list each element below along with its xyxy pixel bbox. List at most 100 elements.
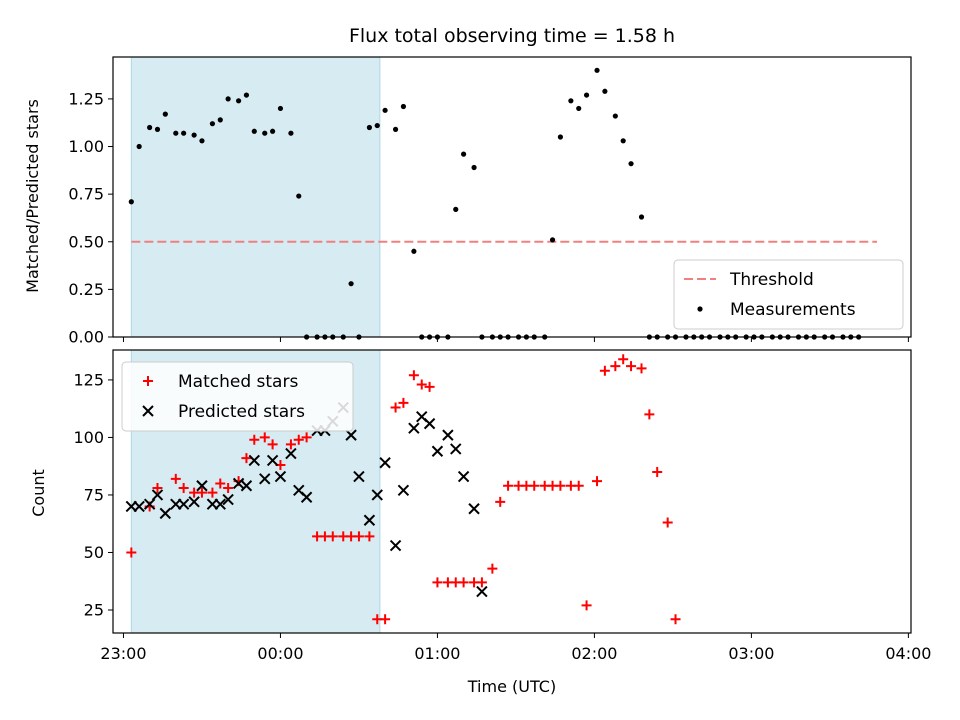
matched-stars-point xyxy=(259,432,270,443)
bot-y-tick-label: 25 xyxy=(84,600,104,619)
predicted-stars-point xyxy=(214,498,226,510)
predicted-stars-point xyxy=(143,498,156,510)
measurement-point xyxy=(568,98,574,104)
matched-stars-point xyxy=(503,480,514,491)
bottom-y-axis-label: Count xyxy=(29,469,48,517)
measurement-point xyxy=(199,138,205,144)
matched-stars-point xyxy=(626,361,637,372)
measurement-point xyxy=(557,134,564,140)
measurement-point xyxy=(251,128,257,134)
measurement-point xyxy=(382,107,388,113)
predicted-stars-point xyxy=(476,585,488,598)
legend-entry-label: Matched stars xyxy=(178,372,298,392)
measurement-point xyxy=(628,161,634,167)
predicted-stars-point xyxy=(371,489,383,501)
predicted-stars-point xyxy=(389,539,402,552)
matched-stars-point xyxy=(573,480,584,491)
bot-axes-frame xyxy=(112,349,912,634)
predicted-stars-point xyxy=(408,422,420,434)
matched-stars-point xyxy=(432,577,443,588)
measurement-point xyxy=(181,130,187,136)
predicted-stars-point xyxy=(397,484,410,497)
legend-entry-label: Measurements xyxy=(730,300,856,320)
matched-stars-point xyxy=(652,466,663,477)
measurement-point xyxy=(453,206,459,212)
matched-stars-point xyxy=(380,614,391,625)
matched-stars-point xyxy=(267,439,278,450)
legend-measurement-symbol xyxy=(697,306,703,312)
matched-stars-point xyxy=(178,483,189,494)
predicted-stars-point xyxy=(450,443,462,455)
legend-entry-label: Threshold xyxy=(729,270,814,290)
measurement-point xyxy=(583,92,590,98)
matched-stars-point xyxy=(495,496,506,507)
bot-y-tick-label: 75 xyxy=(84,485,104,504)
matched-stars-point xyxy=(599,365,610,376)
measurement-point xyxy=(594,67,600,73)
measurement-point xyxy=(411,248,417,254)
bottom-panel: 25 50 75 100 125 23:00 00:00 01:00 02:00 03:00 04:… xyxy=(73,349,931,663)
top-y-tick-label: 0.75 xyxy=(68,185,104,204)
matched-stars-point xyxy=(196,487,207,498)
measurement-point xyxy=(128,199,134,205)
matched-stars-point xyxy=(529,480,540,491)
matched-stars-point xyxy=(126,547,137,558)
measurement-point xyxy=(217,117,223,123)
measurement-point xyxy=(209,121,216,127)
measurement-point xyxy=(392,126,399,132)
x-tick-label: 04:00 xyxy=(885,644,931,663)
predicted-stars-point xyxy=(442,429,454,441)
matched-stars-point xyxy=(408,370,419,381)
predicted-stars-point xyxy=(240,480,253,492)
matched-stars-point xyxy=(249,434,260,445)
matched-stars-point xyxy=(327,531,338,542)
measurement-point xyxy=(549,237,556,243)
predicted-stars-point xyxy=(363,514,376,526)
matched-stars-point xyxy=(644,409,655,420)
matched-stars-point xyxy=(241,453,252,464)
matched-stars-point xyxy=(301,432,312,443)
predicted-stars-point xyxy=(457,470,470,483)
matched-stars-point xyxy=(170,473,181,484)
predicted-stars-point xyxy=(222,493,234,506)
measurement-point xyxy=(225,96,231,102)
predicted-stars-point xyxy=(133,500,145,513)
matched-stars-point xyxy=(618,354,629,365)
x-tick-label: 23:00 xyxy=(100,644,146,663)
top-y-axis-label: Matched/Predicted stars xyxy=(23,99,42,293)
measurement-point xyxy=(366,124,373,131)
measurement-point xyxy=(374,122,380,129)
matched-stars-point xyxy=(487,563,498,574)
matched-stars-point xyxy=(223,483,234,494)
measurement-point xyxy=(235,98,242,104)
measurement-point xyxy=(612,113,618,119)
bottom-legend xyxy=(121,361,354,432)
matched-stars-point xyxy=(476,577,487,588)
top-y-tick-label: 0.00 xyxy=(68,328,104,347)
measurement-point xyxy=(460,151,467,157)
x-tick-label: 02:00 xyxy=(571,644,617,663)
predicted-stars-point xyxy=(274,470,287,483)
predicted-stars-point xyxy=(468,503,480,515)
predicted-stars-point xyxy=(259,473,271,485)
measurement-point xyxy=(296,193,302,199)
matched-stars-point xyxy=(364,531,375,542)
matched-stars-point xyxy=(152,483,163,494)
measurement-point xyxy=(154,126,161,132)
matched-stars-point xyxy=(662,517,673,528)
measurement-point xyxy=(147,124,153,131)
top-y-tick-label: 1.25 xyxy=(68,89,104,108)
top-panel: 0.00 0.25 0.50 0.75 1.00 1.25 Threshold Measure… xyxy=(68,56,912,347)
top-y-tick-label: 0.50 xyxy=(68,232,104,251)
predicted-stars-point xyxy=(188,496,200,508)
bot-y-tick-label: 100 xyxy=(73,428,104,447)
top-y-tick-label: 1.00 xyxy=(68,137,104,156)
matched-stars-point xyxy=(293,434,304,445)
measurement-point xyxy=(173,130,179,136)
measurement-point xyxy=(471,164,477,171)
x-tick-label: 03:00 xyxy=(728,644,774,663)
measurement-point xyxy=(162,111,168,117)
measurement-point xyxy=(602,88,608,94)
predicted-stars-point xyxy=(353,470,365,483)
